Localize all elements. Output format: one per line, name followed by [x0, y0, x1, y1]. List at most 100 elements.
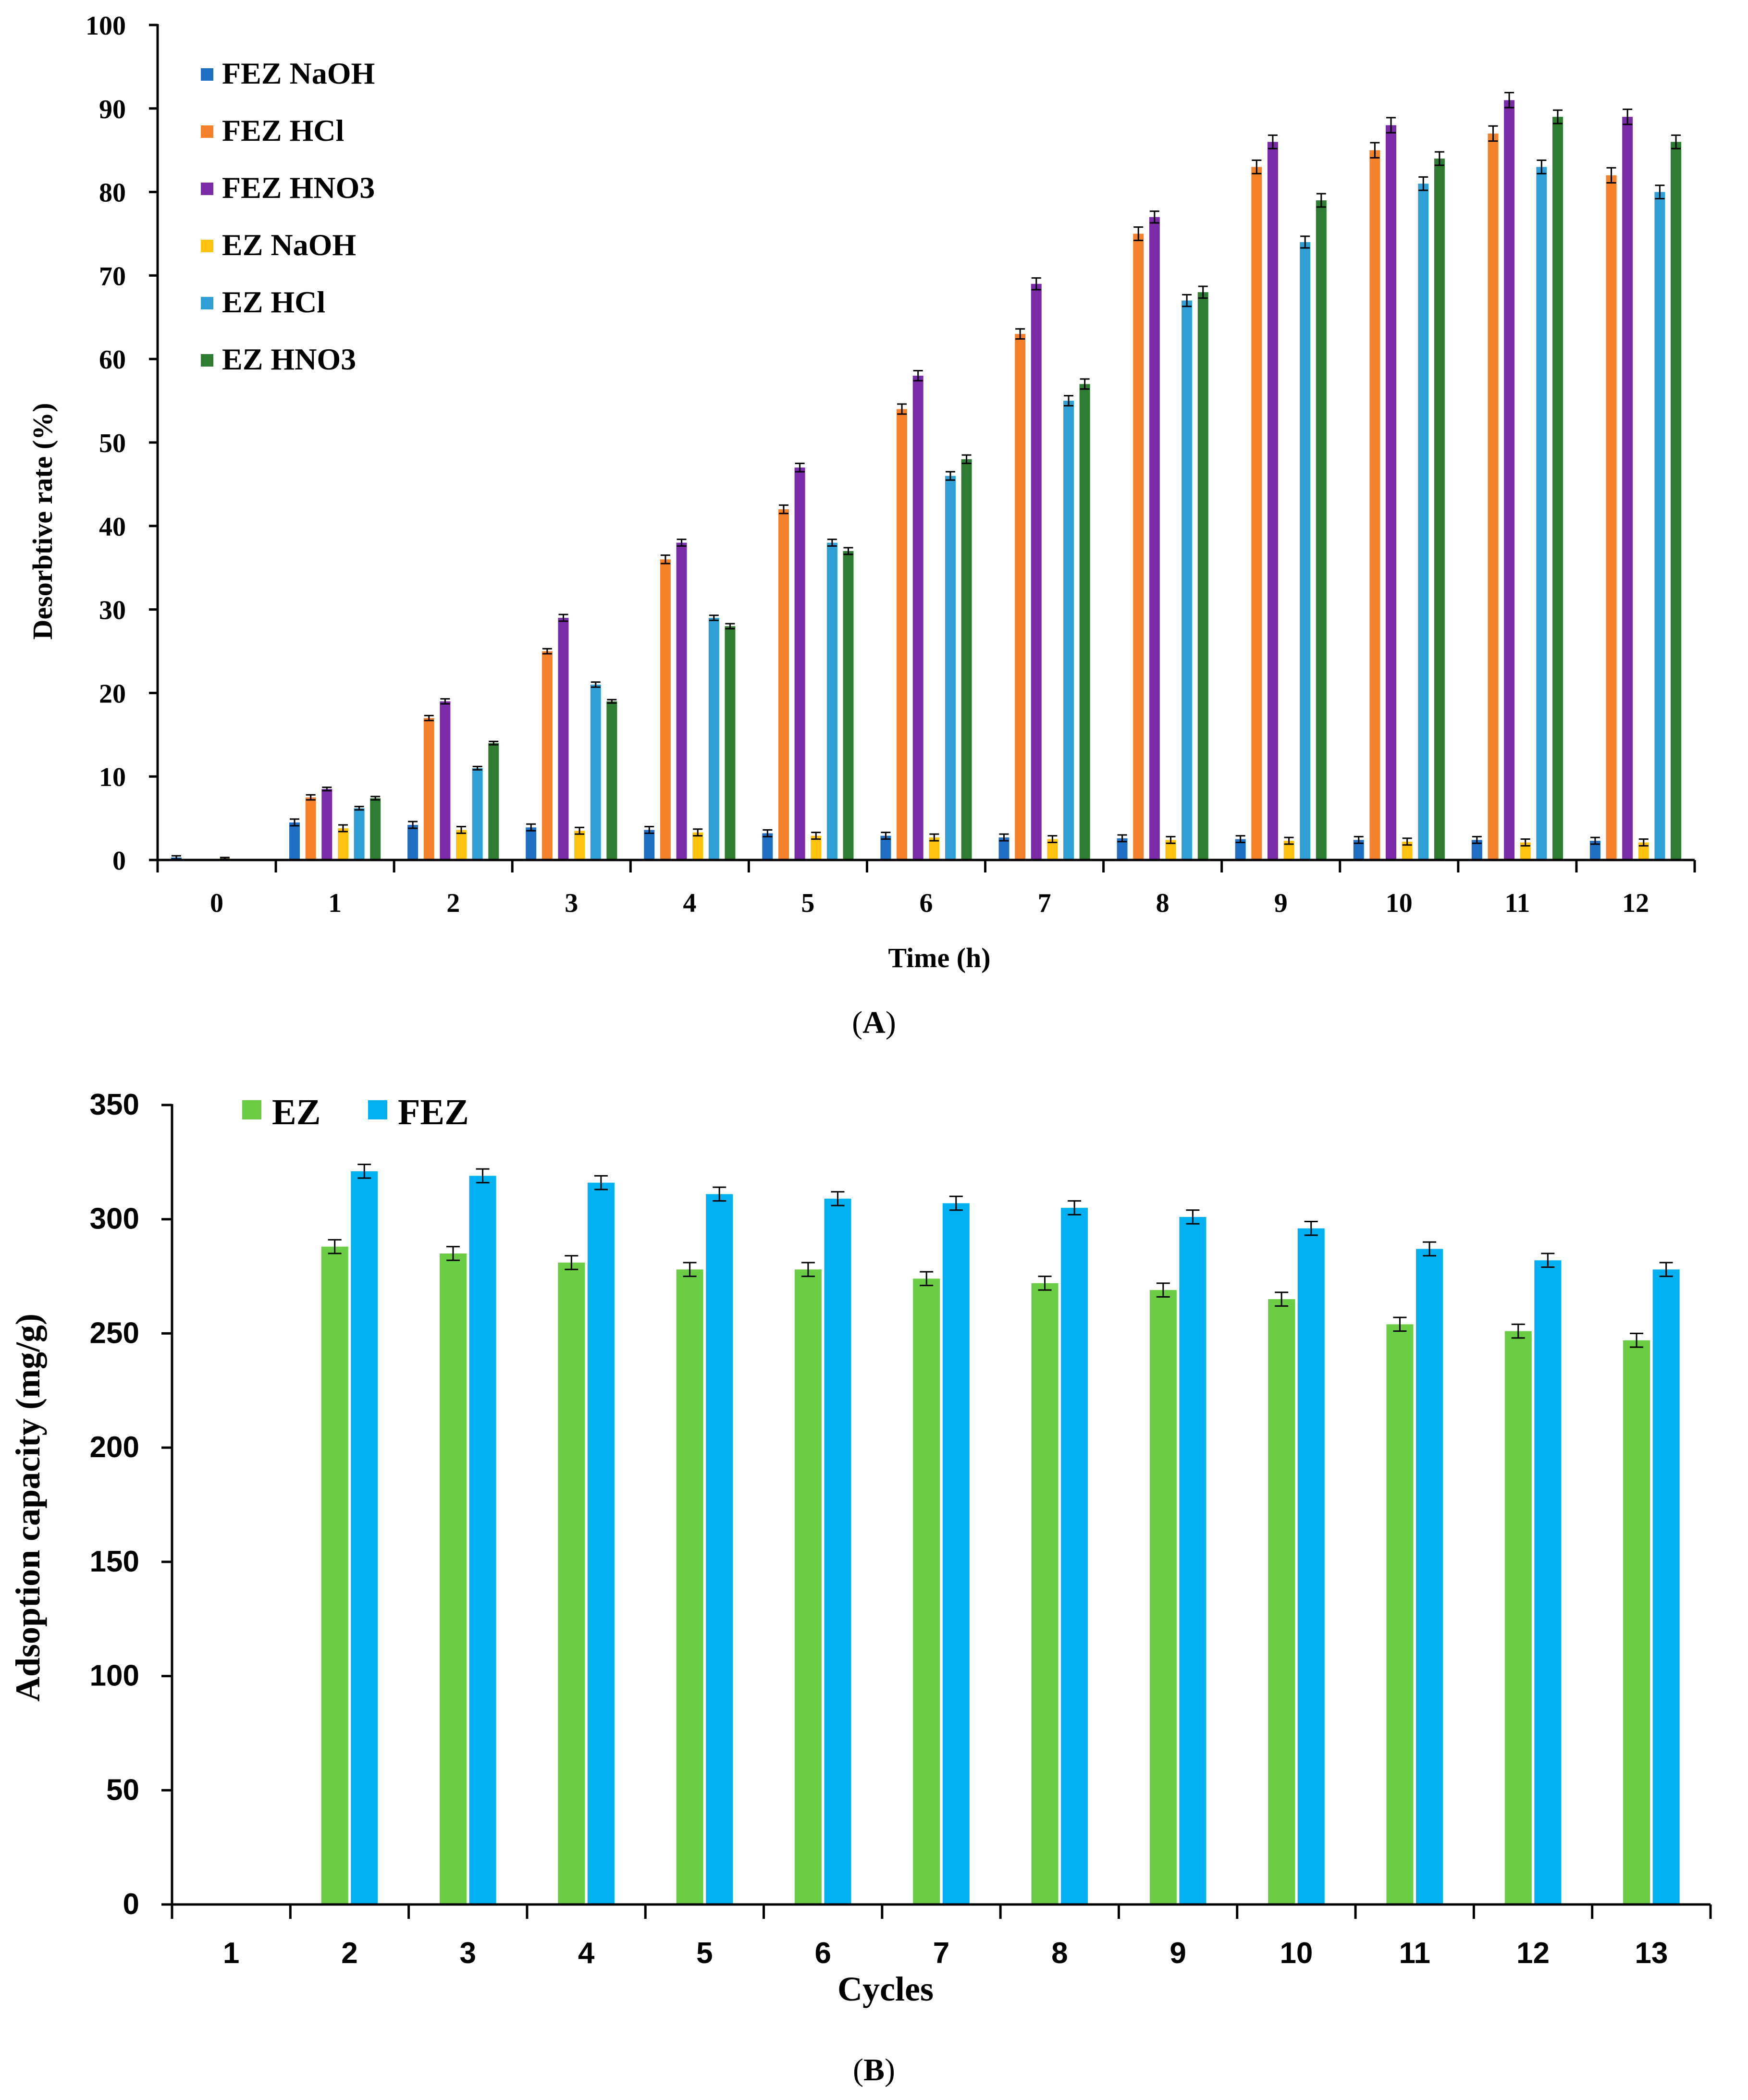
legend-label-ez-naoh: EZ NaOH	[222, 228, 356, 262]
error-bar-ez-hno3-4	[725, 623, 735, 630]
error-bar-ez-hno3-7	[1080, 378, 1090, 390]
error-bar-ez-2	[328, 1239, 342, 1254]
bar-ez-naoh-4	[692, 832, 703, 860]
error-bar-ez-hcl-5	[827, 539, 837, 547]
legend-a: FEZ NaOH FEZ HCl FEZ HNO3 EZ NaOH EZ HCl EZ H…	[201, 56, 375, 376]
error-bar-fez-hcl-5	[778, 504, 788, 515]
error-bar-fez-hno3-12	[1623, 109, 1633, 125]
error-bar-fez-hcl-12	[1606, 167, 1616, 184]
bar-ez-hcl-9	[1300, 242, 1311, 860]
error-bar-ez-naoh-11	[1520, 838, 1530, 847]
bar-fez-hcl-8	[1133, 233, 1144, 860]
bar-fez-naoh-4	[644, 830, 655, 860]
bar-fez-hno3-6	[912, 375, 923, 860]
x-tick-label: 0	[210, 888, 223, 918]
y-tick-label: 80	[99, 178, 126, 208]
bar-fez-hcl-10	[1369, 150, 1380, 860]
error-bar-fez-5	[713, 1186, 726, 1202]
x-tick-label: 6	[920, 888, 933, 918]
error-bar-fez-9	[1186, 1209, 1200, 1225]
bar-ez-hno3-9	[1316, 200, 1327, 860]
bar-ez-hcl-5	[826, 542, 837, 860]
error-bar-ez-naoh-4	[693, 828, 703, 837]
bar-fez-hcl-12	[1606, 175, 1617, 860]
y-tick-label: 200	[90, 1431, 139, 1464]
y-tick-label: 100	[86, 11, 126, 41]
bar-ez-11	[1386, 1324, 1414, 1904]
bar-ez-hcl-3	[590, 685, 601, 860]
x-tick-label: 13	[1635, 1937, 1668, 1970]
error-bar-ez-hno3-11	[1552, 109, 1563, 124]
bar-fez-hno3-2	[440, 701, 451, 860]
error-bar-ez-hcl-1	[354, 806, 364, 811]
error-bar-fez-hno3-7	[1031, 277, 1041, 291]
error-bar-ez-hno3-1	[370, 796, 381, 801]
x-tick-label: 10	[1386, 888, 1413, 918]
bar-ez-naoh-2	[456, 830, 467, 860]
x-tick-label: 3	[460, 1937, 476, 1970]
error-bar-ez-5	[683, 1262, 697, 1277]
bar-fez-hcl-9	[1251, 167, 1262, 860]
x-tick-label: 1	[223, 1937, 239, 1970]
bar-fez-2	[351, 1171, 378, 1904]
x-axis-ticks-a: 0 1 2 3 4 5 6 7 8 9 10 11 12	[156, 860, 1696, 918]
y-axis-title-a: Desorbtive rate (%)	[27, 403, 58, 640]
x-tick-label: 11	[1399, 1937, 1430, 1970]
error-bar-fez-hno3-1	[322, 786, 332, 792]
bar-fez-7	[942, 1203, 970, 1904]
bar-ez-naoh-3	[574, 831, 585, 860]
chart-panel-a: FEZ NaOH FEZ HCl FEZ HNO3 EZ NaOH EZ HCl EZ H…	[27, 11, 1696, 1040]
bar-ez-hcl-4	[708, 617, 719, 860]
error-bar-ez-naoh-9	[1284, 836, 1294, 845]
bar-ez-naoh-12	[1638, 842, 1649, 860]
error-bar-fez-3	[476, 1168, 490, 1184]
error-bar-fez-hcl-6	[897, 403, 907, 415]
x-tick-label: 9	[1169, 1937, 1186, 1970]
bars-b	[321, 1164, 1680, 1904]
error-bar-fez-hcl-4	[660, 554, 670, 565]
bar-ez-hno3-12	[1671, 142, 1682, 860]
x-tick-label: 4	[578, 1937, 595, 1970]
error-bar-ez-hno3-8	[1198, 285, 1208, 299]
error-bar-fez-hcl-2	[424, 714, 434, 722]
x-tick-label: 7	[1038, 888, 1051, 918]
y-tick-label: 0	[123, 1888, 139, 1921]
bar-fez-naoh-7	[998, 837, 1009, 860]
error-bar-ez-6	[801, 1262, 815, 1277]
error-bar-ez-naoh-12	[1638, 838, 1649, 847]
bar-fez-hcl-1	[305, 797, 316, 860]
legend-b: EZ FEZ	[242, 1092, 469, 1132]
error-bar-fez-naoh-8	[1117, 834, 1127, 843]
bar-ez-hcl-1	[354, 808, 365, 860]
bar-fez-hcl-11	[1488, 133, 1499, 860]
error-bar-fez-4	[594, 1175, 608, 1191]
error-bar-fez-hno3-5	[795, 462, 805, 473]
bar-ez-hcl-11	[1536, 167, 1547, 860]
error-bar-ez-naoh-3	[575, 826, 585, 835]
bar-fez-hcl-6	[897, 409, 908, 860]
error-bar-ez-hcl-10	[1418, 176, 1428, 191]
bar-ez-10	[1268, 1299, 1295, 1904]
y-tick-label: 50	[99, 429, 126, 458]
x-tick-label: 1	[328, 888, 342, 918]
legend-label-fez: FEZ	[398, 1092, 469, 1132]
error-bar-fez-13	[1659, 1262, 1673, 1277]
error-bar-ez-hcl-8	[1182, 294, 1192, 307]
bar-fez-naoh-1	[289, 822, 300, 860]
error-bar-ez-hcl-6	[945, 471, 955, 481]
x-tick-label: 11	[1504, 888, 1530, 918]
bar-ez-hno3-4	[725, 626, 736, 860]
error-bar-ez-hno3-5	[843, 547, 853, 555]
bar-fez-hno3-7	[1031, 283, 1042, 860]
bar-ez-hcl-12	[1654, 192, 1665, 860]
error-bar-ez-7	[920, 1271, 934, 1287]
x-tick-label: 5	[801, 888, 814, 918]
bar-ez-12	[1504, 1331, 1532, 1904]
error-bar-fez-hno3-10	[1386, 117, 1396, 134]
error-bar-fez-7	[949, 1195, 963, 1211]
x-tick-label: 9	[1274, 888, 1288, 918]
bar-ez-naoh-7	[1047, 839, 1058, 860]
bar-fez-12	[1534, 1260, 1562, 1904]
panel-label-b: (B)	[853, 2052, 895, 2088]
